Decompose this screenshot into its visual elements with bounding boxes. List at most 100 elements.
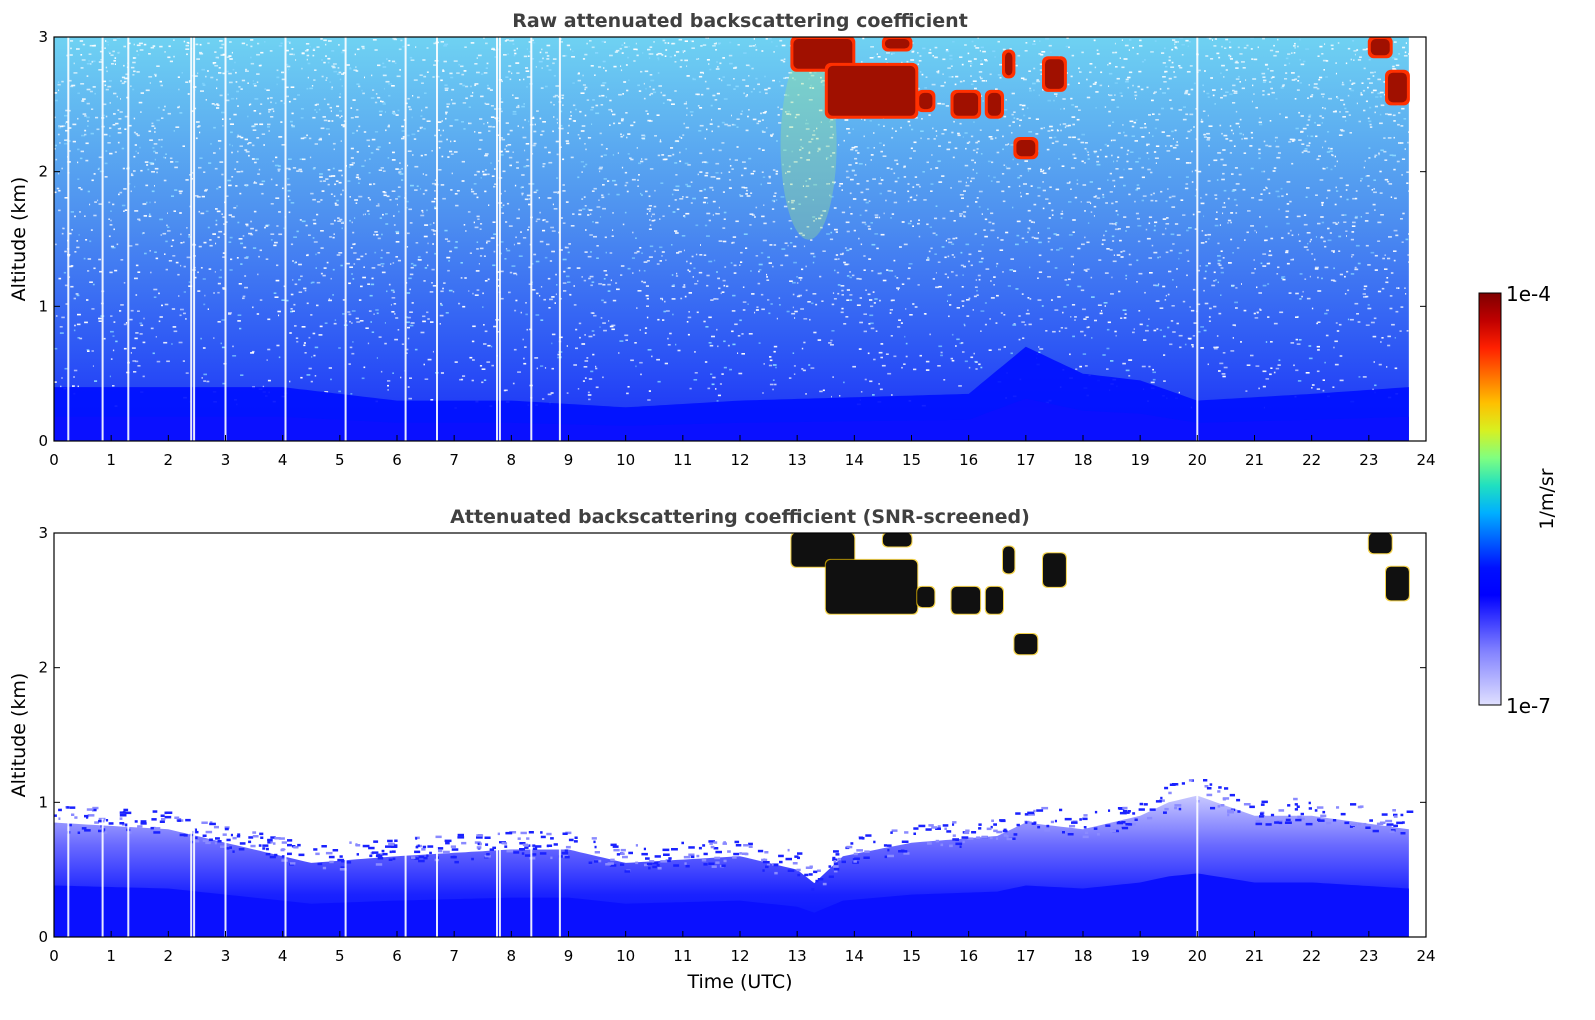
screened-fragments bbox=[54, 779, 1414, 891]
cloud bbox=[1388, 72, 1407, 103]
cloud bbox=[1014, 634, 1038, 655]
y-tick-label: 2 bbox=[38, 163, 48, 181]
x-tick-label: 7 bbox=[449, 947, 459, 965]
x-tick-label: 21 bbox=[1245, 947, 1264, 965]
x-tick-label: 5 bbox=[335, 947, 345, 965]
cloud bbox=[791, 533, 855, 567]
boundary-layer-core bbox=[54, 873, 1409, 937]
x-tick-label: 23 bbox=[1359, 947, 1378, 965]
data-gap bbox=[127, 820, 130, 937]
colorbar-min-label: 1e-7 bbox=[1506, 694, 1551, 718]
x-tick-label: 1 bbox=[106, 451, 116, 469]
cloud bbox=[825, 559, 918, 614]
cloud bbox=[953, 92, 979, 116]
x-tick-label: 19 bbox=[1131, 451, 1150, 469]
data-gap bbox=[1196, 37, 1199, 441]
y-tick-label: 3 bbox=[38, 524, 48, 542]
data-gap bbox=[101, 37, 104, 441]
cloud bbox=[884, 39, 910, 49]
data-gap bbox=[284, 37, 287, 441]
data-gap bbox=[558, 37, 561, 441]
x-tick-label: 4 bbox=[278, 451, 288, 469]
x-tick-label: 5 bbox=[335, 451, 345, 469]
x-tick-label: 1 bbox=[106, 947, 116, 965]
data-gap bbox=[224, 37, 227, 441]
data-gap bbox=[558, 842, 561, 937]
data-gap bbox=[436, 847, 438, 937]
colorbar: 1e-4 1e-7 1/m/sr bbox=[1478, 282, 1558, 718]
data-gap bbox=[190, 827, 193, 937]
x-tick-label: 12 bbox=[730, 451, 749, 469]
x-tick-label: 11 bbox=[673, 947, 692, 965]
data-gap bbox=[498, 37, 501, 441]
cloud bbox=[1016, 140, 1036, 157]
panel-raw-ylabel: Altitude (km) bbox=[8, 177, 30, 302]
x-tick-label: 19 bbox=[1131, 947, 1150, 965]
x-tick-label: 20 bbox=[1188, 451, 1207, 469]
cloud bbox=[1368, 533, 1392, 554]
cloud bbox=[1043, 553, 1066, 587]
data-gap bbox=[190, 37, 193, 441]
cloud bbox=[1005, 52, 1013, 76]
cloud bbox=[987, 92, 1001, 116]
x-tick-label: 10 bbox=[616, 451, 635, 469]
x-tick-label: 7 bbox=[449, 451, 459, 469]
boundary-layer-core bbox=[54, 398, 1409, 441]
x-tick-label: 10 bbox=[616, 947, 635, 965]
colorbar-max-label: 1e-4 bbox=[1506, 282, 1551, 306]
cloud bbox=[793, 39, 853, 69]
panel-screened-title: Attenuated backscattering coefficient (S… bbox=[450, 506, 1030, 528]
x-tick-label: 13 bbox=[788, 451, 807, 469]
x-tick-label: 0 bbox=[49, 451, 59, 469]
x-tick-label: 15 bbox=[902, 947, 921, 965]
cloud bbox=[1045, 59, 1064, 89]
data-gap bbox=[1196, 788, 1199, 937]
x-tick-label: 8 bbox=[507, 947, 517, 965]
data-gap bbox=[436, 37, 438, 441]
data-gap bbox=[193, 828, 196, 937]
x-tick-label: 18 bbox=[1073, 947, 1092, 965]
colorbar-gradient bbox=[1478, 292, 1502, 706]
x-tick-label: 18 bbox=[1073, 451, 1092, 469]
data-gap bbox=[101, 818, 104, 937]
raw-background bbox=[54, 37, 1409, 441]
x-tick-label: 22 bbox=[1302, 451, 1321, 469]
y-tick-label: 1 bbox=[38, 297, 48, 315]
x-tick-label: 24 bbox=[1416, 451, 1435, 469]
x-tick-label: 24 bbox=[1416, 947, 1435, 965]
x-tick-label: 14 bbox=[845, 451, 864, 469]
data-gap bbox=[404, 37, 407, 441]
data-gap bbox=[67, 816, 70, 937]
x-tick-label: 23 bbox=[1359, 451, 1378, 469]
x-tick-label: 16 bbox=[959, 947, 978, 965]
data-gap bbox=[67, 37, 70, 441]
cloud bbox=[1386, 566, 1409, 601]
data-gap bbox=[344, 37, 347, 441]
x-tick-label: 9 bbox=[564, 947, 574, 965]
x-tick-label: 8 bbox=[507, 451, 517, 469]
x-tick-label: 3 bbox=[221, 451, 231, 469]
x-tick-label: 6 bbox=[392, 451, 402, 469]
panel-raw-title: Raw attenuated backscattering coefficien… bbox=[512, 10, 968, 32]
panel-screened: Attenuated backscattering coefficient (S… bbox=[8, 506, 1436, 993]
x-tick-label: 6 bbox=[392, 947, 402, 965]
cloud bbox=[985, 586, 1003, 614]
data-gap bbox=[496, 843, 498, 937]
y-tick-label: 3 bbox=[38, 28, 48, 46]
x-tick-label: 17 bbox=[1016, 947, 1035, 965]
panel-raw: Raw attenuated backscattering coefficien… bbox=[8, 10, 1436, 469]
cloud bbox=[917, 586, 935, 608]
data-gap bbox=[404, 848, 407, 937]
data-gap bbox=[530, 842, 533, 937]
y-tick-label: 2 bbox=[38, 659, 48, 677]
y-tick-label: 0 bbox=[38, 928, 48, 946]
cloud bbox=[882, 533, 912, 547]
x-tick-label: 11 bbox=[673, 451, 692, 469]
x-tick-label: 15 bbox=[902, 451, 921, 469]
raw-plume bbox=[780, 49, 837, 240]
panel-screened-xlabel: Time (UTC) bbox=[686, 971, 792, 993]
cloud bbox=[951, 586, 981, 614]
data-gap bbox=[344, 853, 347, 937]
data-gap bbox=[284, 850, 287, 937]
